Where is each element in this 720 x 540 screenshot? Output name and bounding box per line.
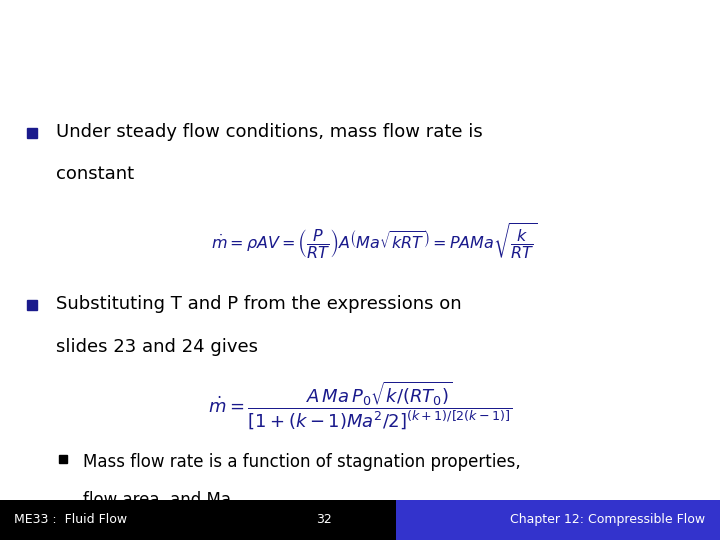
Text: $\dot{m} = \rho AV = \left(\dfrac{P}{RT}\right) A \left(Ma\sqrt{kRT}\right) = PA: $\dot{m} = \rho AV = \left(\dfrac{P}{RT}… [211, 222, 538, 262]
Text: Under steady flow conditions, mass flow rate is: Under steady flow conditions, mass flow … [56, 123, 483, 141]
Text: ME33 :  Fluid Flow: ME33 : Fluid Flow [14, 513, 127, 526]
Bar [396, 500, 720, 540]
Text: Converging Nozzles: Converging Nozzles [18, 47, 211, 66]
Text: Chapter 12: Compressible Flow: Chapter 12: Compressible Flow [510, 513, 706, 526]
Text: Mass flow rate is a function of stagnation properties,: Mass flow rate is a function of stagnati… [83, 453, 521, 471]
Text: constant: constant [56, 165, 135, 184]
Bar [0, 500, 396, 540]
Text: Substituting T and P from the expressions on: Substituting T and P from the expression… [56, 295, 462, 313]
Text: slides 23 and 24 gives: slides 23 and 24 gives [56, 338, 258, 355]
Text: flow area, and Ma: flow area, and Ma [83, 491, 231, 509]
Text: Isentropic Flow Through Nozzles: Isentropic Flow Through Nozzles [18, 25, 577, 53]
Text: 32: 32 [316, 513, 332, 526]
Text: $\dot{m} = \dfrac{A\,Ma\,P_0\sqrt{k/(RT_0)}}{\left[1+(k-1)Ma^2/2\right]^{(k+1)/[: $\dot{m} = \dfrac{A\,Ma\,P_0\sqrt{k/(RT_… [208, 380, 512, 432]
